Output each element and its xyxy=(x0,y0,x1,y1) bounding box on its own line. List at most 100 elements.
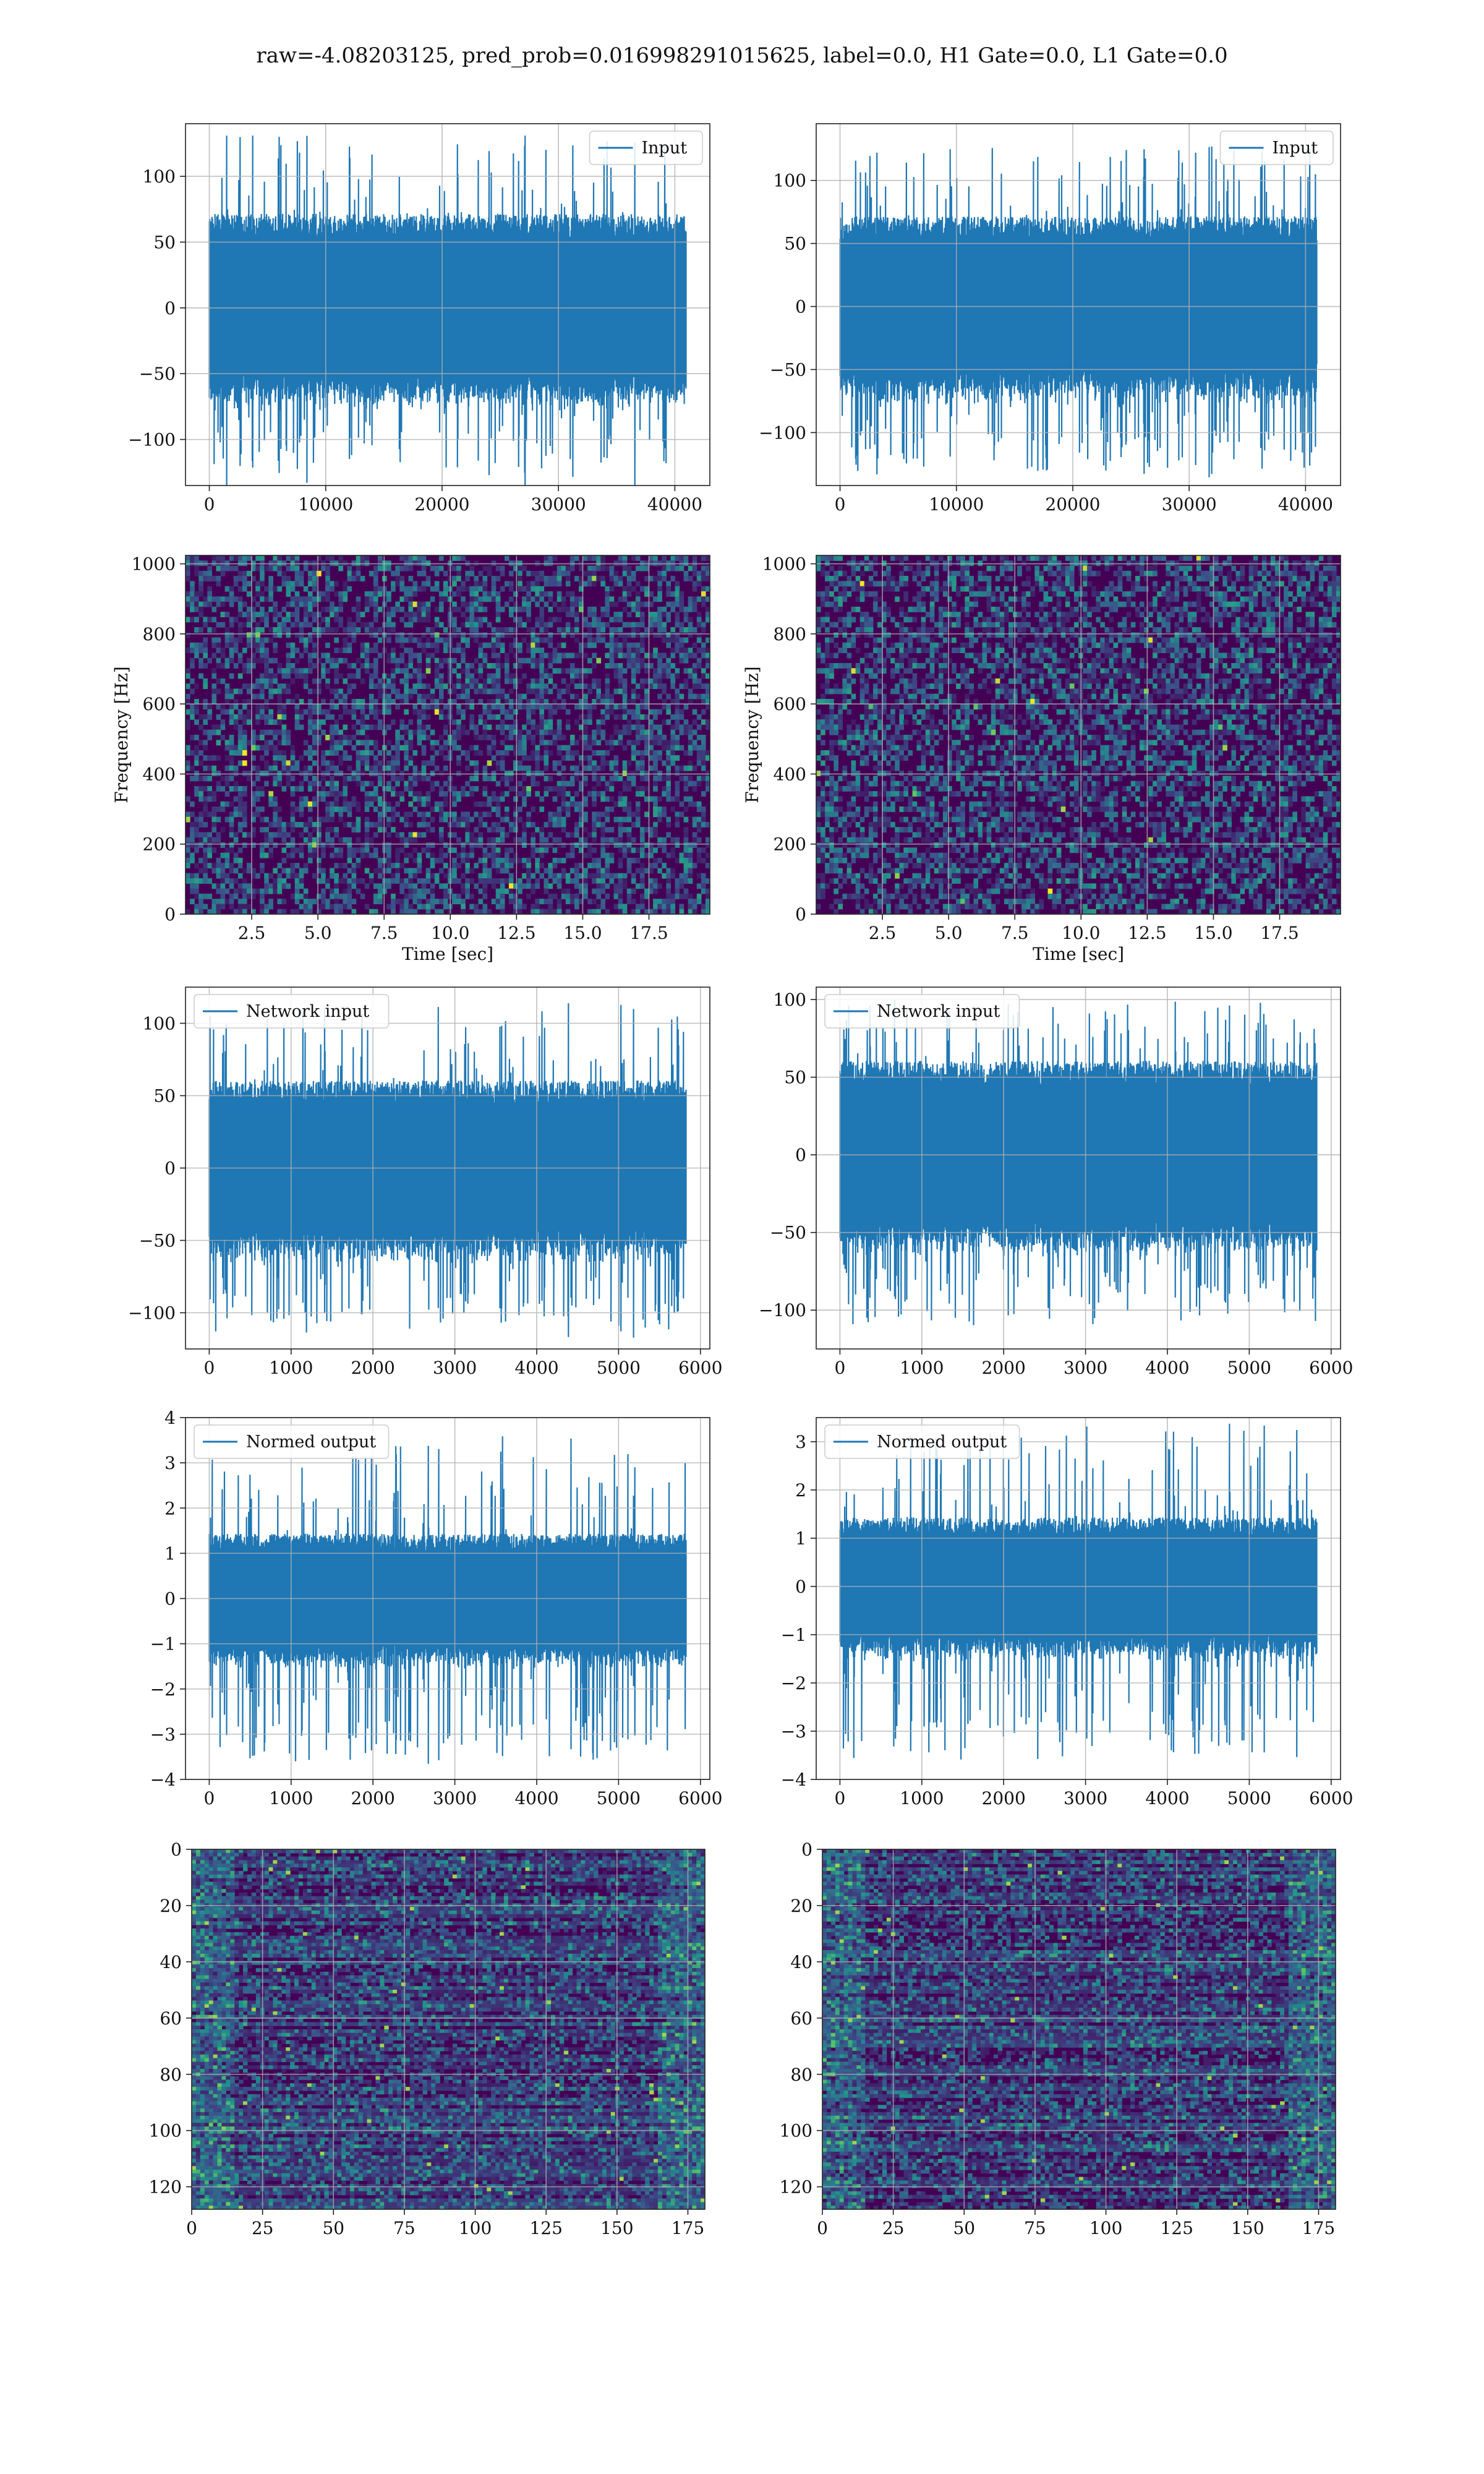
heatmap-cell xyxy=(307,832,313,838)
heatmap-cell xyxy=(705,576,710,581)
heatmap-cell xyxy=(592,760,597,766)
heatmap-cell xyxy=(461,904,466,910)
heatmap-cell xyxy=(294,673,300,679)
heatmap-cell xyxy=(600,878,605,884)
heatmap-cell xyxy=(268,740,273,746)
heatmap-cell xyxy=(639,842,645,848)
heatmap-cell xyxy=(211,627,217,633)
heatmap-cell xyxy=(264,683,269,689)
heatmap-cell xyxy=(657,591,662,597)
heatmap-cell xyxy=(639,560,645,567)
heatmap-cell xyxy=(421,878,427,884)
heatmap-cell xyxy=(229,735,234,740)
y-tick-label: 0 xyxy=(795,297,806,317)
heatmap-cell xyxy=(412,683,418,689)
heatmap-cell xyxy=(395,576,400,581)
heatmap-cell xyxy=(369,591,374,597)
heatmap-cell xyxy=(412,601,418,607)
heatmap-cell xyxy=(574,673,579,679)
heatmap-cell xyxy=(526,868,531,874)
heatmap-cell xyxy=(281,714,287,720)
heatmap-cell xyxy=(373,617,378,623)
heatmap-cell xyxy=(347,868,352,874)
heatmap-cell xyxy=(469,832,474,838)
heatmap-cell xyxy=(268,637,273,643)
heatmap-cell xyxy=(635,632,641,638)
heatmap-cell xyxy=(491,857,497,863)
legend-label: Input xyxy=(642,139,688,158)
heatmap-cell xyxy=(207,735,212,740)
heatmap-cell xyxy=(268,576,273,581)
heatmap-cell xyxy=(237,657,243,664)
heatmap-cell xyxy=(421,612,427,617)
heatmap-cell xyxy=(649,709,654,715)
heatmap-cell xyxy=(1096,560,1101,567)
heatmap-cell xyxy=(565,888,571,894)
heatmap-cell xyxy=(369,842,374,848)
heatmap-cell xyxy=(618,678,623,684)
heatmap-cell xyxy=(443,740,448,746)
heatmap-cell xyxy=(351,821,357,828)
heatmap-cell xyxy=(666,617,671,623)
heatmap-cell xyxy=(600,883,605,889)
heatmap-cell xyxy=(675,632,680,638)
heatmap-cell xyxy=(838,570,843,576)
heatmap-cell xyxy=(425,904,431,910)
heatmap-cell xyxy=(670,565,676,571)
heatmap-cell xyxy=(356,555,361,561)
heatmap-cell xyxy=(626,740,632,746)
heatmap-cell xyxy=(260,827,265,833)
heatmap-cell xyxy=(203,642,208,648)
heatmap-cell xyxy=(491,771,497,776)
heatmap-cell xyxy=(535,663,540,669)
heatmap-cell xyxy=(391,719,396,725)
heatmap-cell xyxy=(605,740,610,746)
heatmap-cell xyxy=(277,781,283,787)
heatmap-cell xyxy=(670,678,676,684)
heatmap-cell xyxy=(334,663,339,669)
heatmap-cell xyxy=(246,555,252,561)
heatmap-cell xyxy=(434,648,440,653)
heatmap-cell xyxy=(408,596,414,602)
heatmap-cell xyxy=(618,663,623,669)
heatmap-cell xyxy=(190,832,195,838)
y-tick-label: 0 xyxy=(164,904,176,925)
heatmap-cell xyxy=(649,868,654,874)
heatmap-cell xyxy=(626,781,632,787)
heatmap-cell xyxy=(255,714,260,720)
heatmap-cell xyxy=(224,873,230,879)
heatmap-cell xyxy=(203,714,208,720)
heatmap-cell xyxy=(281,735,287,740)
heatmap-cell xyxy=(504,663,510,669)
heatmap-cell xyxy=(425,760,431,766)
heatmap-cell xyxy=(653,673,658,679)
heatmap-cell xyxy=(373,606,378,612)
heatmap-cell xyxy=(237,807,243,812)
heatmap-cell xyxy=(504,653,510,659)
heatmap-cell xyxy=(701,760,706,766)
heatmap-cell xyxy=(696,837,702,843)
heatmap-cell xyxy=(438,771,444,776)
heatmap-cell xyxy=(277,668,283,674)
heatmap-cell xyxy=(596,617,601,623)
heatmap-cell xyxy=(430,755,435,761)
heatmap-cell xyxy=(491,899,497,904)
heatmap-cell xyxy=(639,663,645,669)
heatmap-cell xyxy=(233,699,239,704)
heatmap-cell xyxy=(1305,565,1311,571)
heatmap-cell xyxy=(1135,576,1140,581)
heatmap-cell xyxy=(583,868,588,874)
heatmap-cell xyxy=(1327,565,1333,571)
heatmap-cell xyxy=(417,601,422,607)
heatmap-cell xyxy=(190,709,195,715)
heatmap-cell xyxy=(452,627,457,633)
heatmap-cell xyxy=(579,668,584,674)
heatmap-cell xyxy=(229,878,234,884)
heatmap-cell xyxy=(675,893,680,899)
heatmap-cell xyxy=(207,591,212,597)
heatmap-cell xyxy=(565,653,571,659)
heatmap-cell xyxy=(500,606,505,612)
heatmap-cell xyxy=(286,601,291,607)
heatmap-cell xyxy=(461,857,466,863)
heatmap-cell xyxy=(190,581,195,587)
